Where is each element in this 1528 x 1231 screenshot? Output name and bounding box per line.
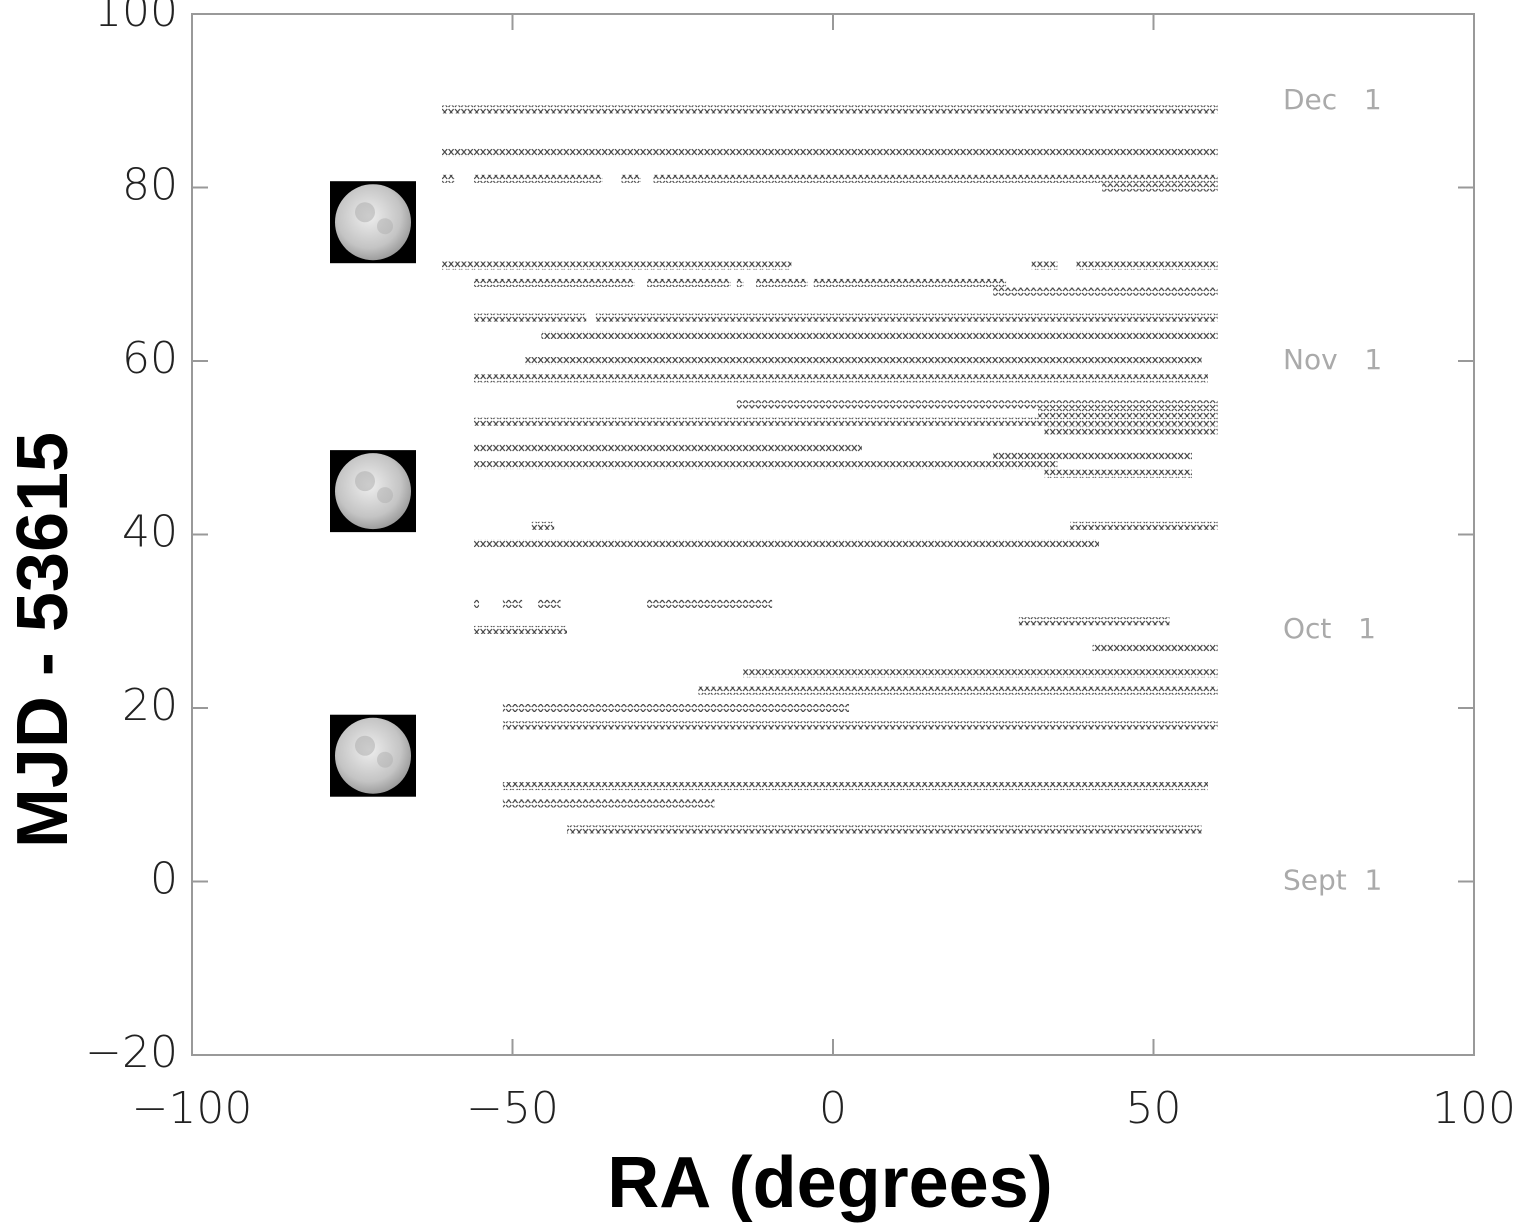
month-label: Sept 1 (1283, 864, 1382, 897)
full-moon (330, 450, 416, 533)
observation-strip (502, 799, 715, 808)
moon-disc (335, 717, 411, 794)
observation-strip (474, 461, 1058, 470)
observation-strip (474, 174, 603, 183)
observation-strip (993, 287, 1218, 296)
month-label: Oct 1 (1283, 612, 1376, 645)
observation-strip (993, 452, 1192, 461)
y-tick-label: 80 (122, 160, 178, 211)
observation-strip (502, 704, 850, 712)
observation-strip (756, 278, 808, 287)
observation-strip (531, 521, 555, 530)
observation-strip (474, 539, 1100, 548)
moon-mare (377, 487, 393, 504)
x-tick-label: 50 (1126, 1083, 1182, 1134)
moon-mare (355, 202, 375, 223)
observation-strip (566, 825, 1202, 834)
y-tick-label: 100 (94, 0, 178, 37)
moon-mare (377, 751, 393, 768)
observation-strip (1076, 261, 1218, 270)
observation-strip (1070, 521, 1218, 530)
x-axis-title: RA (degrees) (607, 1143, 1052, 1223)
observation-strip (698, 686, 1218, 695)
observation-strip (1018, 617, 1170, 626)
y-tick-label: −20 (85, 1027, 178, 1078)
observation-strip (474, 599, 480, 608)
moon-mare (355, 471, 375, 492)
observation-strip (647, 278, 731, 287)
y-tick-label: 40 (122, 507, 178, 558)
observation-strip (736, 278, 744, 287)
observation-strip (441, 148, 1218, 157)
observation-strip (441, 174, 455, 183)
x-tick-label: −50 (466, 1083, 559, 1134)
y-tick-label: 60 (122, 333, 178, 384)
observation-strip (474, 625, 567, 634)
observation-strip (474, 443, 862, 452)
observation-strip (474, 374, 1208, 383)
observation-strip (441, 105, 1218, 114)
observation-strip (1044, 426, 1218, 435)
observation-strip (653, 174, 1218, 183)
observation-strip (502, 599, 523, 608)
y-axis-title: MJD - 53615 (3, 432, 83, 848)
observation-strip (813, 278, 1007, 287)
x-tick-label: 0 (819, 1083, 847, 1134)
observation-strip (1044, 469, 1192, 478)
moon-mare (355, 735, 375, 756)
full-moon (330, 181, 416, 264)
y-tick-label: 0 (150, 854, 178, 905)
x-tick-label: −100 (132, 1083, 253, 1134)
observation-strip (1038, 409, 1218, 418)
observation-strip (525, 357, 1202, 365)
month-label: Nov 1 (1283, 343, 1382, 376)
moon-disc (335, 184, 411, 261)
observation-strip (743, 669, 1218, 678)
y-tick-label: 20 (122, 680, 178, 731)
observation-strip (1102, 183, 1218, 192)
moon-mare (377, 218, 393, 235)
plot-frame (191, 13, 1475, 1056)
x-tick-label: 100 (1432, 1083, 1516, 1134)
month-label: Dec 1 (1283, 83, 1382, 116)
observation-strip (621, 174, 641, 183)
observation-strip (1031, 261, 1058, 270)
moon-disc (335, 453, 411, 530)
observation-strip (538, 599, 561, 608)
observation-strip (1092, 643, 1218, 652)
observation-strip (502, 782, 1208, 791)
observation-strip (595, 313, 1218, 322)
observation-strip (736, 400, 1218, 409)
observation-strip (474, 278, 635, 287)
observation-strip (441, 261, 792, 270)
observation-strip (541, 330, 1218, 339)
observation-strip (647, 599, 773, 608)
full-moon (330, 714, 416, 797)
observation-strip (474, 313, 587, 322)
observation-strip (502, 721, 1218, 730)
observation-strip (474, 417, 1218, 426)
